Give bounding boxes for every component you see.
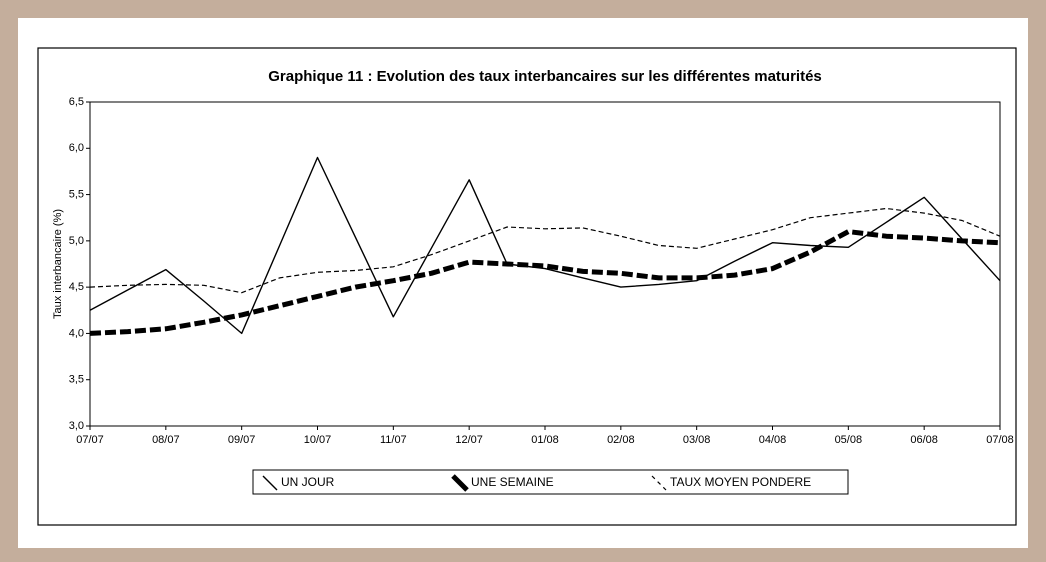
x-tick-label: 08/07 xyxy=(152,434,180,446)
series-line xyxy=(89,156,1001,335)
chart-border xyxy=(37,47,1017,526)
x-tick-label: 10/07 xyxy=(304,434,332,446)
y-tick-label: 6,0 xyxy=(69,142,84,154)
series-line xyxy=(89,207,1001,294)
legend-label: UNE SEMAINE xyxy=(471,475,554,489)
y-tick-label: 6,5 xyxy=(69,96,84,108)
x-tick-label: 05/08 xyxy=(835,434,863,446)
x-tick-label: 03/08 xyxy=(683,434,711,446)
y-tick-label: 5,0 xyxy=(69,235,84,247)
y-tick-label: 5,5 xyxy=(69,188,84,200)
x-tick-label: 09/07 xyxy=(228,434,256,446)
x-tick-label: 06/08 xyxy=(910,434,938,446)
x-tick-label: 01/08 xyxy=(531,434,559,446)
series-line xyxy=(89,229,1001,336)
y-tick-label: 4,5 xyxy=(69,281,84,293)
x-tick-label: 07/08 xyxy=(986,434,1014,446)
legend-box xyxy=(252,469,849,495)
legend-label: TAUX MOYEN PONDERE xyxy=(670,475,811,489)
y-axis-label: Taux interbancaire (%) xyxy=(52,209,64,319)
x-tick-label: 11/07 xyxy=(380,434,407,446)
legend-swatch xyxy=(651,475,667,491)
x-tick-label: 04/08 xyxy=(759,434,787,446)
legend-swatch xyxy=(262,475,278,491)
y-tick-label: 3,0 xyxy=(69,420,84,432)
chart-title: Graphique 11 : Evolution des taux interb… xyxy=(268,68,822,85)
page xyxy=(18,18,1028,548)
x-tick-label: 02/08 xyxy=(607,434,635,446)
y-tick-label: 4,0 xyxy=(69,327,84,339)
legend-label: UN JOUR xyxy=(281,475,335,489)
x-tick-label: 07/07 xyxy=(76,434,104,446)
x-tick-label: 12/07 xyxy=(455,434,483,446)
y-tick-label: 3,5 xyxy=(69,374,84,386)
legend-swatch xyxy=(451,474,469,492)
